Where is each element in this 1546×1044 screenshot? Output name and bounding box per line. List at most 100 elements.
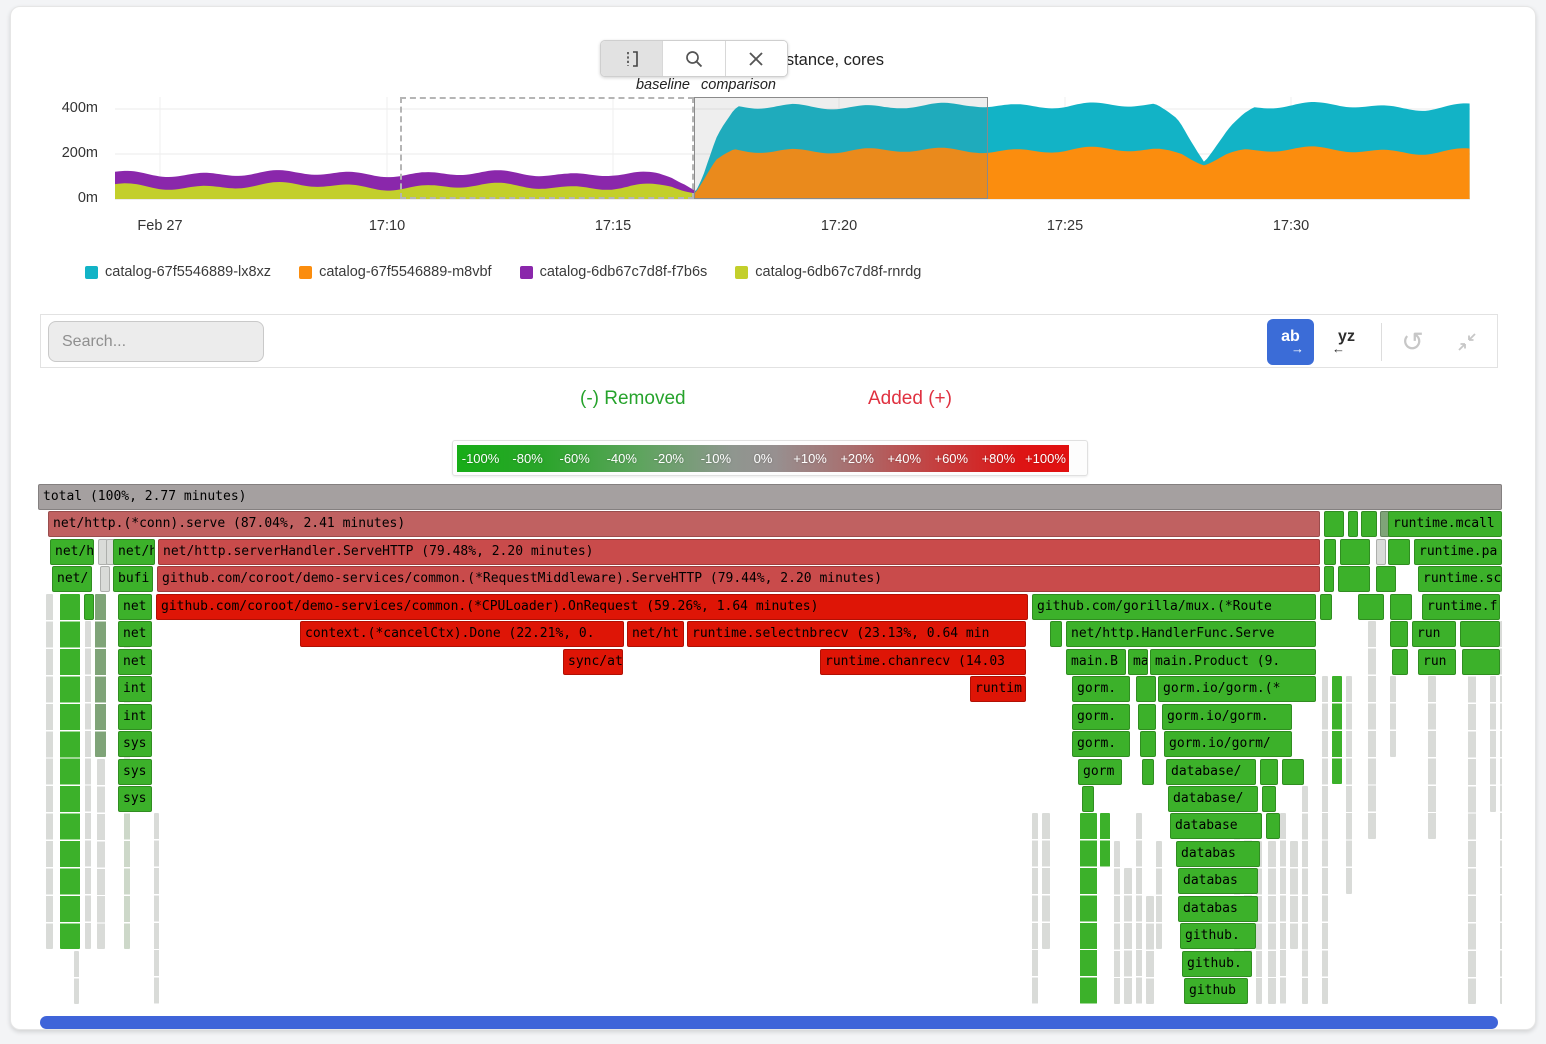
flame-sliver-column[interactable] [1136, 813, 1142, 1005]
legend-item[interactable]: catalog-67f5546889-lx8xz [85, 264, 271, 280]
flame-sliver-column[interactable] [1322, 676, 1328, 1005]
flame-frame[interactable]: github.com/coroot/demo-services/common.(… [156, 593, 1028, 620]
flame-frame[interactable] [1340, 538, 1370, 565]
flame-frame[interactable]: runtime.chanrecv (14.03 [820, 648, 1026, 675]
flame-frame[interactable]: sync/at [563, 648, 623, 675]
flame-sliver-column[interactable] [1290, 840, 1298, 950]
flame-frame[interactable] [1260, 758, 1278, 785]
baseline-selection-rect[interactable] [400, 97, 694, 199]
flame-sliver-column[interactable] [1042, 813, 1050, 950]
flame-frame[interactable] [1462, 648, 1500, 675]
flame-frame[interactable] [1338, 566, 1370, 593]
flame-frame[interactable] [1262, 785, 1276, 812]
flame-frame[interactable]: database [1170, 813, 1262, 840]
flame-sliver-column[interactable] [1244, 813, 1252, 977]
flame-frame[interactable] [1320, 593, 1332, 620]
flame-frame[interactable]: main.Product (9. [1150, 648, 1316, 675]
flame-frame[interactable] [1390, 593, 1412, 620]
flame-sliver-column[interactable] [1080, 813, 1097, 1005]
flame-sliver-column[interactable] [1146, 895, 1154, 1005]
flame-sliver-column[interactable] [1100, 813, 1110, 867]
flame-frame[interactable]: github.com/coroot/demo-services/common.(… [157, 566, 1320, 593]
flame-sliver-column[interactable] [97, 758, 105, 950]
flame-sliver-column[interactable] [1368, 621, 1376, 840]
flame-sliver-column[interactable] [1114, 840, 1120, 1005]
flame-sliver-column[interactable] [1468, 648, 1476, 1005]
flame-frame[interactable] [1390, 621, 1408, 648]
flame-frame[interactable] [1358, 593, 1384, 620]
flame-frame[interactable]: runtime.mcall [1388, 511, 1502, 538]
flame-frame[interactable]: databas [1176, 840, 1260, 867]
flame-frame[interactable]: gorm. [1072, 676, 1130, 703]
flame-frame[interactable]: github. [1180, 923, 1256, 950]
flame-sliver-column[interactable] [1280, 813, 1286, 1005]
flame-frame[interactable]: int [118, 703, 152, 730]
flame-frame[interactable]: github. [1182, 950, 1252, 977]
flame-sliver-column[interactable] [1332, 676, 1342, 785]
flame-frame[interactable]: gorm. [1072, 703, 1130, 730]
flame-frame[interactable] [1050, 621, 1062, 648]
flame-frame[interactable] [1140, 731, 1156, 758]
flame-frame[interactable] [1136, 676, 1156, 703]
legend-item[interactable]: catalog-67f5546889-m8vbf [299, 264, 492, 280]
flame-frame[interactable] [1324, 566, 1334, 593]
flame-frame[interactable]: int [118, 676, 152, 703]
flame-frame[interactable] [1324, 538, 1336, 565]
flame-frame[interactable] [1142, 758, 1154, 785]
flame-sliver-column[interactable] [1346, 676, 1352, 895]
flame-frame[interactable]: runtime.f [1422, 593, 1500, 620]
legend-item[interactable]: catalog-6db67c7d8f-rnrdg [735, 264, 921, 280]
flame-sliver-column[interactable] [95, 593, 106, 757]
flame-frame[interactable]: sys [118, 785, 152, 812]
flame-frame[interactable]: net/ [52, 566, 92, 593]
flame-frame[interactable] [1138, 703, 1156, 730]
flame-frame[interactable]: github [1184, 978, 1248, 1005]
flame-sliver-column[interactable] [85, 621, 91, 950]
flame-sliver-column[interactable] [154, 813, 159, 1005]
sort-reverse-button[interactable]: yz ← [1323, 319, 1370, 365]
comparison-selection-rect[interactable] [694, 97, 988, 199]
flame-frame[interactable]: net/ht [627, 621, 684, 648]
collapse-button[interactable] [1443, 319, 1490, 365]
zoom-button[interactable] [663, 41, 726, 76]
flame-frame[interactable]: net/http.serverHandler.ServeHTTP (79.48%… [158, 538, 1320, 565]
flame-frame[interactable]: mai [1128, 648, 1148, 675]
flame-frame[interactable]: database/ [1168, 785, 1258, 812]
flame-frame[interactable] [100, 566, 110, 593]
flame-sliver-column[interactable] [74, 950, 79, 1005]
flame-frame[interactable] [84, 593, 94, 620]
flame-frame[interactable]: net [118, 648, 152, 675]
flame-frame[interactable]: runtime.pa [1414, 538, 1502, 565]
flame-frame[interactable]: gorm.io/gorm/ [1164, 731, 1292, 758]
flame-frame[interactable]: net [118, 593, 152, 620]
flame-frame[interactable]: runtime.selectnbrecv (23.13%, 0.64 min [687, 621, 1026, 648]
flame-sliver-column[interactable] [1156, 840, 1162, 950]
flame-frame[interactable]: sys [118, 758, 152, 785]
flame-frame[interactable]: runtim [970, 676, 1026, 703]
flame-frame[interactable] [1282, 758, 1304, 785]
undo-zoom-button[interactable]: ↺ [1389, 319, 1436, 365]
sort-alphabetical-button[interactable]: ab → [1267, 319, 1314, 365]
flame-frame[interactable]: run [1412, 621, 1456, 648]
flame-sliver-column[interactable] [1390, 676, 1396, 757]
flame-frame[interactable] [1361, 511, 1377, 538]
flame-sliver-column[interactable] [1428, 676, 1436, 840]
horizontal-scrollbar[interactable] [40, 1016, 1498, 1029]
flame-frame[interactable]: net/h [113, 538, 155, 565]
flame-frame[interactable]: gorm [1078, 758, 1122, 785]
flame-sliver-column[interactable] [1256, 840, 1262, 1005]
flame-frame[interactable]: net/h [50, 538, 94, 565]
flame-frame[interactable]: gorm.io/gorm. [1162, 703, 1292, 730]
flame-frame[interactable]: bufi [113, 566, 153, 593]
flame-sliver-column[interactable] [1032, 813, 1038, 1005]
flame-frame[interactable]: context.(*cancelCtx).Done (22.21%, 0. [300, 621, 624, 648]
flame-frame[interactable]: run [1418, 648, 1456, 675]
close-selection-button[interactable] [725, 41, 787, 76]
select-range-button[interactable] [601, 41, 664, 76]
flame-frame[interactable]: gorm. [1072, 731, 1130, 758]
flame-sliver-column[interactable] [1302, 785, 1308, 1005]
search-input[interactable] [48, 321, 264, 362]
flame-frame[interactable]: database/ [1166, 758, 1256, 785]
flame-sliver-column[interactable] [46, 593, 53, 950]
flame-frame[interactable]: net/http.(*conn).serve (87.04%, 2.41 min… [48, 511, 1320, 538]
